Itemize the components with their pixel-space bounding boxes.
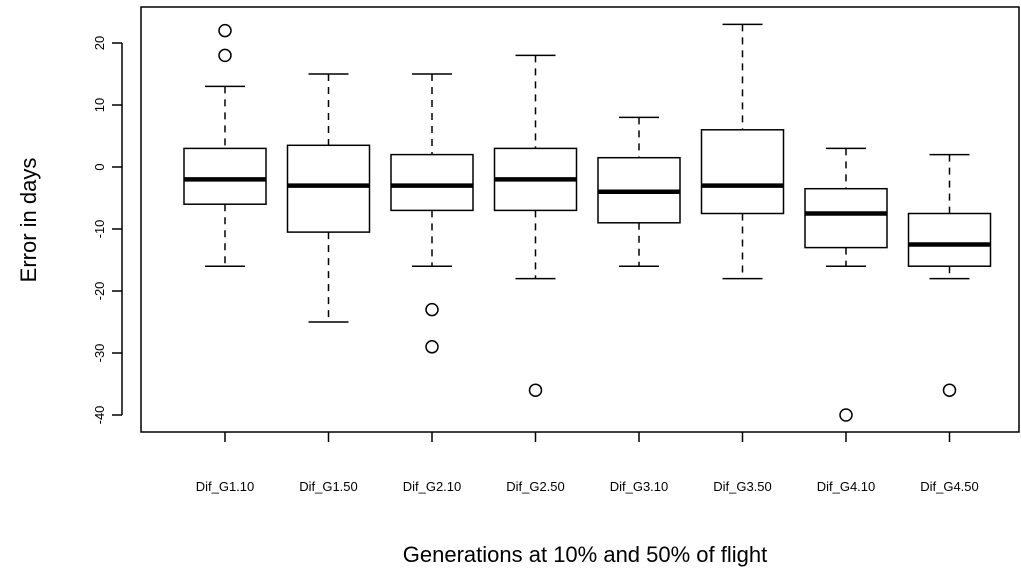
iqr-box [183,147,267,205]
y-axis-title: Error in days [16,158,41,283]
box-group [700,23,785,280]
y-tick-label: -30 [92,344,107,363]
y-tick-label: -10 [92,220,107,239]
x-tick-label: Dif_G4.10 [817,479,876,494]
box-group [390,73,474,354]
x-tick-label: Dif_G3.50 [713,479,772,494]
plot-frame [140,6,1020,433]
iqr-box [804,187,888,249]
outlier-point [218,48,232,63]
box-group [907,153,992,397]
y-tick-label: 20 [92,36,107,50]
x-tick-label: Dif_G3.10 [610,479,669,494]
box-group [493,54,578,397]
iqr-box [286,144,371,233]
x-tick-label: Dif_G1.50 [299,479,358,494]
y-axis: -40 -30 -20 -10 0 10 20 [92,36,123,425]
box-group [597,116,681,267]
box-group [183,23,267,267]
y-tick-label: 10 [92,98,107,112]
outlier-point [425,302,439,317]
outlier-point [839,408,853,422]
outlier-point [528,383,543,397]
boxes [183,23,992,422]
y-tick-label: -20 [92,282,107,301]
x-axis: Dif_G1.10 Dif_G1.50 Dif_G2.10 Dif_G2.50 Dif_… [196,432,979,494]
y-tick-label: 0 [92,163,107,170]
x-tick-label: Dif_G1.10 [196,479,255,494]
y-tick-label: -40 [92,406,107,425]
x-tick-label: Dif_G4.50 [920,479,979,494]
x-axis-title: Generations at 10% and 50% of flight [403,542,767,567]
outlier-point [218,23,232,38]
outlier-point [942,383,957,397]
iqr-box [700,129,785,215]
iqr-box [907,212,992,267]
x-tick-label: Dif_G2.50 [506,479,565,494]
outlier-point [425,340,439,354]
iqr-box [390,153,474,212]
box-group [804,147,888,422]
box-group [286,73,371,323]
x-tick-label: Dif_G2.10 [403,479,462,494]
